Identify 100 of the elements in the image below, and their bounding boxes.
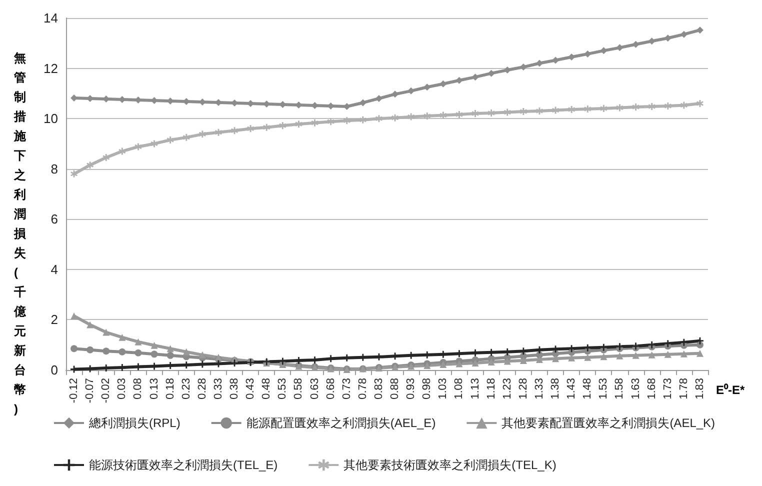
y-tick-label: 0 bbox=[50, 362, 58, 378]
point bbox=[134, 338, 142, 346]
x-tick-label: 0.78 bbox=[356, 378, 369, 400]
x-tick-label: 0.58 bbox=[292, 378, 305, 400]
text: 無管制措施下之利潤損失(千億元新台幣) bbox=[14, 50, 26, 416]
point bbox=[584, 354, 592, 361]
point bbox=[696, 350, 704, 357]
point bbox=[118, 334, 126, 341]
point bbox=[424, 112, 431, 120]
point bbox=[375, 115, 382, 122]
legend-label: 能源技術匱效率之利潤損失(TEL_E) bbox=[89, 458, 278, 472]
point bbox=[696, 341, 704, 348]
point bbox=[198, 351, 206, 358]
point bbox=[536, 60, 543, 67]
x-tick-label: 1.08 bbox=[453, 378, 466, 400]
point bbox=[520, 108, 527, 116]
point bbox=[118, 348, 126, 356]
x-tick-label: 0.73 bbox=[340, 378, 353, 400]
legend-label: 其他要素配置匱效率之利潤損失(AEL_K) bbox=[502, 416, 716, 430]
point bbox=[584, 50, 592, 58]
x-tick-label: -0.02 bbox=[100, 378, 112, 404]
x-tick-label: 0.48 bbox=[260, 378, 273, 400]
point bbox=[472, 74, 479, 81]
point bbox=[648, 38, 656, 45]
x-tick-label: 1.03 bbox=[437, 378, 450, 400]
point bbox=[632, 40, 640, 48]
point bbox=[664, 102, 672, 110]
legend-label: 其他要素技術匱效率之利潤損失(TEL_K) bbox=[344, 458, 556, 472]
point bbox=[632, 104, 640, 111]
point bbox=[680, 30, 688, 38]
point bbox=[504, 358, 511, 365]
x-tick-label: 0.13 bbox=[148, 378, 160, 400]
point bbox=[263, 124, 270, 131]
point bbox=[214, 128, 222, 136]
y-tick-label: 10 bbox=[44, 111, 58, 126]
point bbox=[648, 351, 656, 358]
x-axis-title: E⁰-E* bbox=[716, 383, 746, 397]
legend-label: 能源配置匱效率之利潤損失(AEL_E) bbox=[246, 416, 436, 430]
point bbox=[408, 113, 415, 120]
point bbox=[166, 352, 174, 359]
point bbox=[118, 148, 126, 155]
y-tick-label: 14 bbox=[44, 10, 58, 26]
point bbox=[664, 340, 672, 348]
point bbox=[664, 350, 672, 358]
point bbox=[488, 358, 495, 366]
point bbox=[520, 356, 527, 364]
point bbox=[536, 108, 543, 115]
point bbox=[375, 94, 382, 102]
point bbox=[70, 312, 78, 320]
point bbox=[648, 103, 656, 110]
point bbox=[295, 120, 302, 128]
y-tick-label: 8 bbox=[50, 161, 58, 176]
point bbox=[86, 321, 94, 328]
point bbox=[600, 344, 608, 351]
point bbox=[488, 70, 495, 77]
x-tick-label: 1.43 bbox=[566, 378, 578, 400]
y-tick-label: 4 bbox=[50, 262, 58, 277]
x-tick-label: 1.63 bbox=[630, 378, 642, 400]
x-tick-label: 0.23 bbox=[180, 378, 192, 400]
point bbox=[568, 354, 576, 362]
point bbox=[456, 360, 463, 368]
x-tick-label: 0.43 bbox=[244, 378, 257, 400]
point bbox=[408, 87, 415, 94]
x-tick-label: -0.07 bbox=[84, 378, 96, 404]
x-tick-label: 1.53 bbox=[598, 378, 610, 400]
point bbox=[504, 66, 511, 74]
point bbox=[568, 106, 576, 114]
point bbox=[150, 350, 158, 358]
x-tick-label: 0.03 bbox=[116, 378, 128, 400]
point bbox=[440, 80, 447, 88]
x-tick-label: 1.33 bbox=[533, 378, 546, 400]
x-tick-label: 0.38 bbox=[228, 378, 241, 400]
point bbox=[182, 348, 190, 356]
x-tick-label: 0.98 bbox=[421, 378, 434, 400]
point bbox=[102, 348, 110, 355]
point bbox=[70, 345, 78, 352]
point bbox=[504, 108, 511, 116]
point bbox=[279, 358, 286, 365]
point bbox=[70, 170, 78, 178]
point bbox=[279, 122, 286, 130]
point bbox=[343, 117, 350, 124]
x-tick-label: 1.23 bbox=[501, 378, 514, 400]
point bbox=[311, 119, 318, 126]
point bbox=[424, 84, 431, 91]
x-tick-label: 0.28 bbox=[196, 378, 208, 400]
y-tick-label: 6 bbox=[50, 212, 58, 227]
x-tick-label: 1.48 bbox=[582, 378, 594, 400]
x-tick-label: 1.13 bbox=[469, 378, 482, 400]
point bbox=[102, 154, 110, 162]
x-tick-label: 1.78 bbox=[678, 378, 690, 400]
x-tick-label: 1.38 bbox=[550, 378, 562, 400]
point bbox=[584, 106, 592, 113]
y-tick-label: 12 bbox=[44, 60, 58, 76]
x-tick-label: 0.53 bbox=[276, 378, 289, 400]
x-tick-label: 0.08 bbox=[132, 378, 144, 400]
x-tick-label: 0.83 bbox=[372, 378, 385, 400]
point bbox=[86, 162, 94, 169]
legend-label: 總利潤損失(RPL) bbox=[88, 416, 180, 430]
point bbox=[696, 26, 704, 34]
point bbox=[456, 76, 463, 84]
